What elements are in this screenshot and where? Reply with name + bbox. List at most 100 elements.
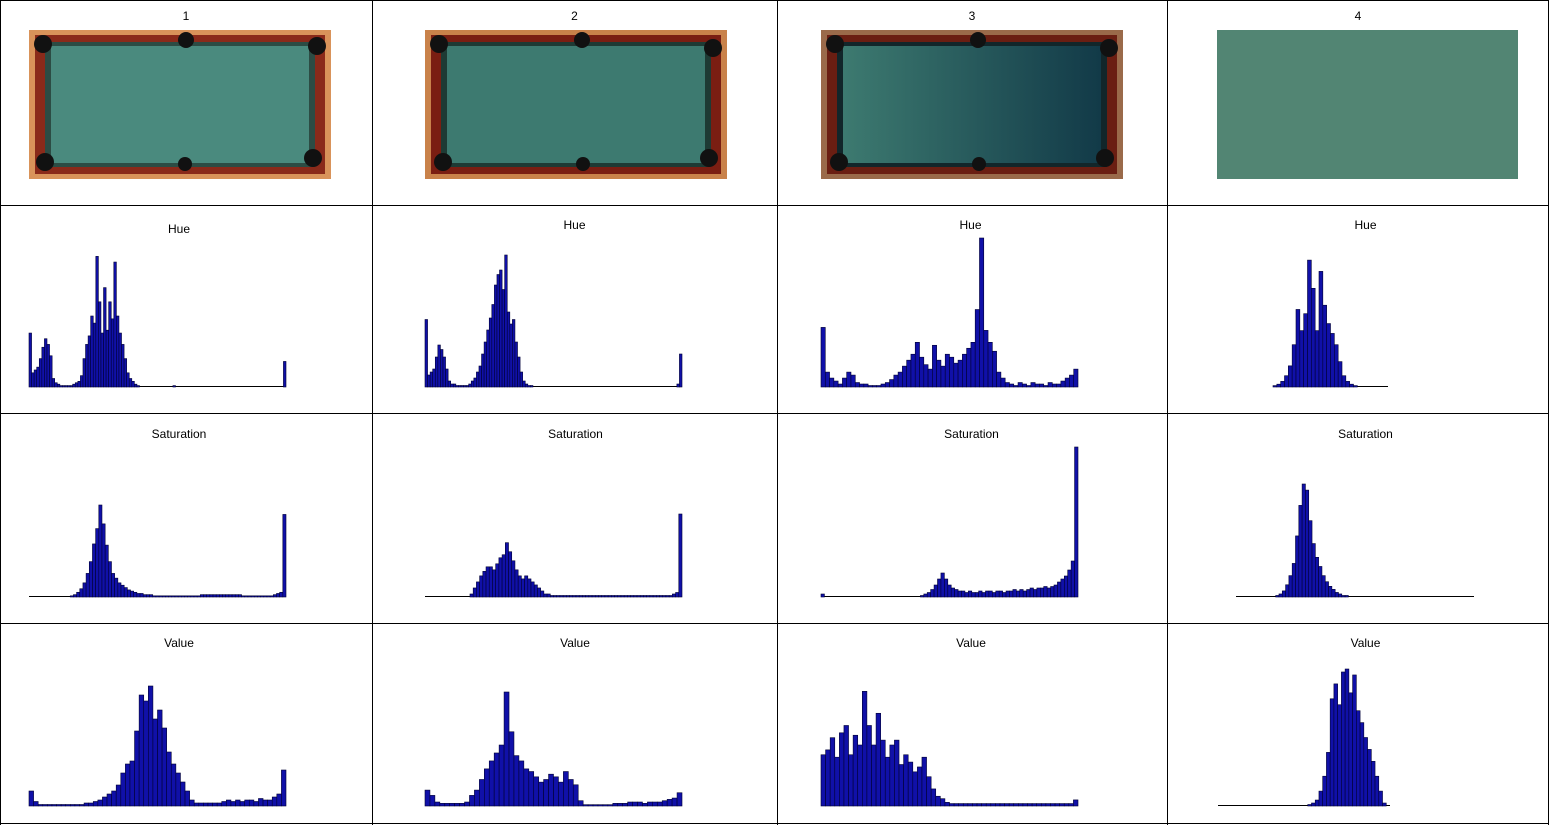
histogram-bar bbox=[432, 368, 436, 388]
histogram-bar bbox=[528, 771, 535, 807]
histogram-bar bbox=[248, 799, 255, 807]
histogram-bar bbox=[546, 593, 551, 598]
histogram-bar bbox=[537, 587, 541, 598]
histogram-bar bbox=[968, 590, 973, 598]
histogram-bar bbox=[495, 563, 500, 598]
histogram-bar bbox=[1295, 535, 1300, 598]
histogram-bar bbox=[1276, 383, 1281, 388]
histogram-bar bbox=[958, 803, 964, 807]
histogram-bar bbox=[212, 802, 218, 807]
histogram-bar bbox=[113, 261, 117, 388]
histogram-bar bbox=[478, 365, 482, 388]
histogram-bar bbox=[1344, 595, 1349, 598]
histogram-bar bbox=[1073, 799, 1079, 807]
histogram-bar bbox=[940, 365, 946, 388]
value-title-1: Value bbox=[164, 636, 194, 650]
histogram-bar bbox=[1043, 385, 1049, 388]
histogram-bar bbox=[501, 289, 505, 388]
histogram-bar bbox=[607, 804, 614, 807]
grid-line bbox=[1167, 0, 1168, 825]
histogram-bar bbox=[912, 771, 918, 807]
histogram-bar bbox=[470, 380, 475, 388]
histogram-bar bbox=[517, 575, 522, 598]
histogram-bar bbox=[85, 344, 89, 388]
histogram-bar bbox=[231, 594, 236, 598]
histogram-bar bbox=[1322, 304, 1327, 388]
histogram-bar bbox=[200, 594, 204, 598]
histogram-bar bbox=[1064, 377, 1070, 388]
histogram-bar bbox=[134, 730, 140, 807]
histogram-bar bbox=[455, 385, 459, 388]
histogram-bar bbox=[572, 595, 577, 598]
histogram-bar bbox=[548, 773, 554, 807]
histogram-bar bbox=[524, 383, 529, 388]
histogram-bar bbox=[465, 385, 469, 388]
pool-table-photo-3 bbox=[821, 30, 1123, 179]
histogram-bar bbox=[82, 582, 87, 598]
histogram-bar bbox=[875, 712, 881, 807]
histogram-bar bbox=[1284, 375, 1289, 388]
histogram-bar bbox=[893, 374, 899, 388]
histogram-bar bbox=[170, 763, 177, 807]
histogram-bar bbox=[458, 385, 462, 388]
histogram-bar bbox=[649, 595, 654, 598]
histogram-bar bbox=[434, 356, 439, 388]
histogram-bar bbox=[1334, 592, 1339, 598]
histogram-bar bbox=[944, 353, 950, 388]
histogram-bar bbox=[833, 380, 839, 388]
histogram-bar bbox=[957, 359, 963, 388]
histogram-bar bbox=[992, 350, 997, 388]
histogram-bar bbox=[1285, 584, 1290, 598]
histogram-bar bbox=[923, 364, 929, 388]
histogram-bar bbox=[632, 801, 638, 807]
histogram-bar bbox=[1338, 593, 1343, 598]
histogram-bar bbox=[907, 761, 914, 807]
hue-title-4: Hue bbox=[1354, 218, 1377, 232]
histogram-bar bbox=[588, 595, 593, 598]
histogram-bar bbox=[1371, 761, 1376, 807]
histogram-bar bbox=[114, 577, 119, 598]
histogram-bar bbox=[676, 383, 680, 388]
histogram-bar bbox=[964, 592, 969, 598]
histogram-bar bbox=[974, 309, 980, 388]
histogram-bar bbox=[161, 595, 166, 598]
histogram-bar bbox=[505, 542, 509, 598]
histogram-bar bbox=[585, 595, 590, 598]
histogram-bar bbox=[234, 594, 239, 598]
hue-histogram-2 bbox=[424, 254, 683, 388]
histogram-bar bbox=[488, 317, 493, 388]
histogram-bar bbox=[527, 385, 531, 388]
histogram-bar bbox=[1307, 804, 1312, 807]
histogram-bar bbox=[1337, 704, 1342, 807]
histogram-bar bbox=[262, 799, 268, 807]
histogram-bar bbox=[47, 804, 53, 807]
histogram-bar bbox=[282, 514, 287, 598]
histogram-bar bbox=[454, 803, 460, 807]
value-histogram-2 bbox=[424, 691, 683, 807]
histogram-bar bbox=[903, 754, 909, 807]
histogram-bar bbox=[219, 594, 223, 598]
histogram-bar bbox=[598, 595, 602, 598]
histogram-bar bbox=[611, 595, 615, 598]
histogram-bar bbox=[1059, 803, 1065, 807]
histogram-bar bbox=[1363, 737, 1368, 807]
histogram-bar bbox=[910, 353, 916, 388]
histogram-bar bbox=[76, 591, 81, 598]
histogram-bar bbox=[437, 344, 441, 388]
histogram-bar bbox=[212, 594, 217, 598]
histogram-bar bbox=[519, 371, 523, 388]
histogram-bar bbox=[1307, 259, 1312, 388]
histogram-bar bbox=[627, 595, 631, 598]
histogram-bar bbox=[530, 581, 535, 598]
histogram-bar bbox=[1349, 383, 1354, 388]
histogram-bar bbox=[976, 803, 982, 807]
histogram-bar bbox=[1036, 587, 1041, 598]
histogram-bar bbox=[549, 595, 554, 598]
histogram-bar bbox=[530, 385, 534, 388]
histogram-bar bbox=[149, 594, 154, 598]
histogram-bar bbox=[820, 593, 825, 598]
histogram-bar bbox=[126, 372, 130, 388]
histogram-bar bbox=[949, 356, 955, 388]
histogram-bar bbox=[215, 594, 220, 598]
